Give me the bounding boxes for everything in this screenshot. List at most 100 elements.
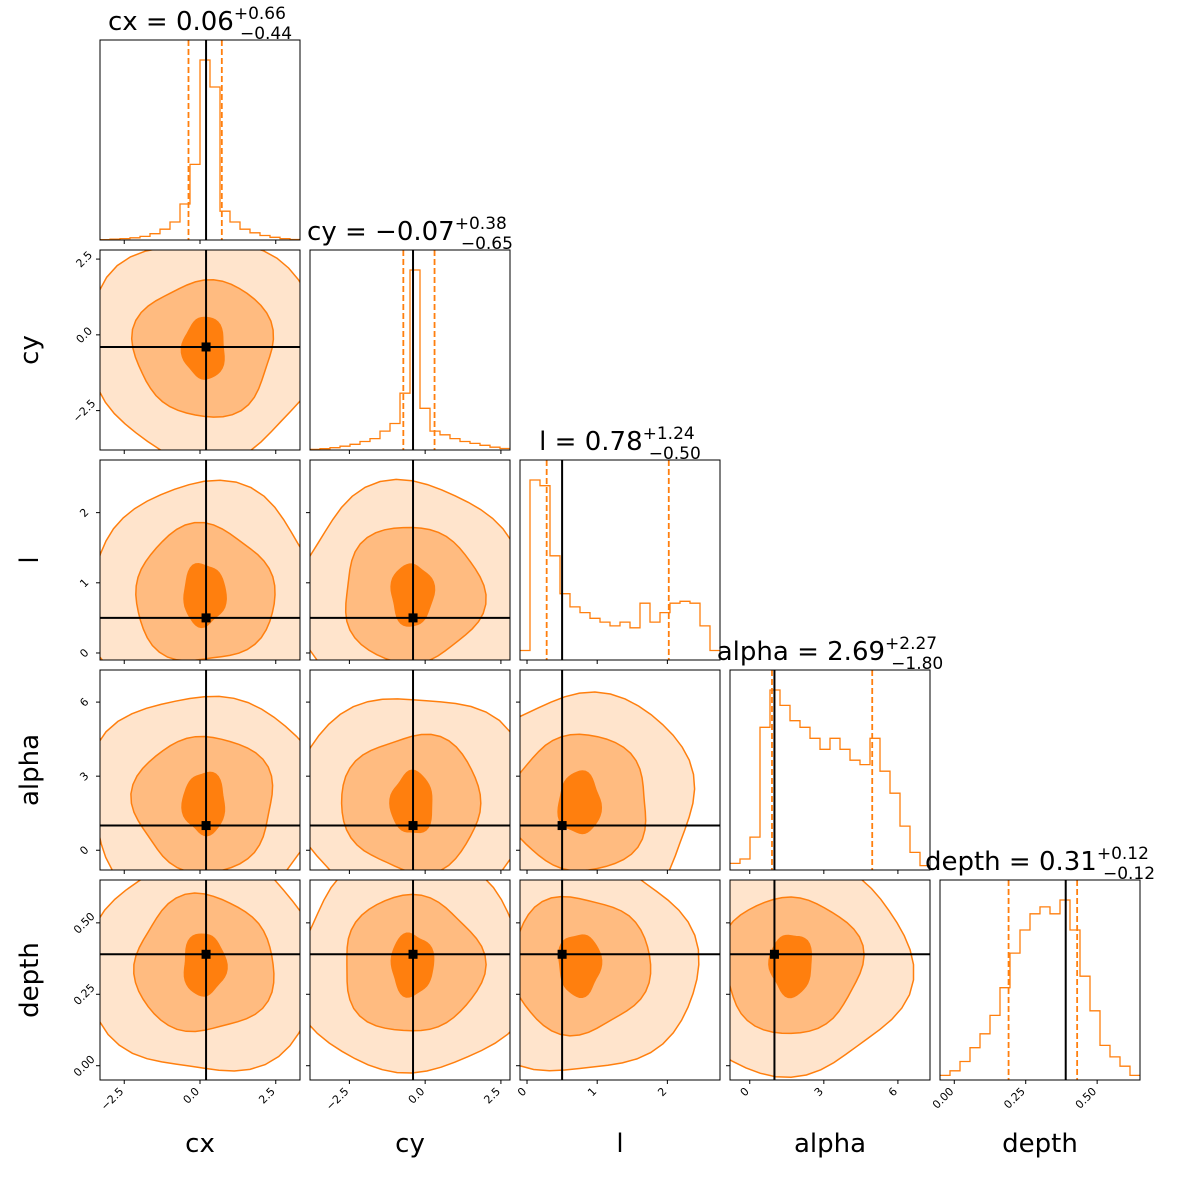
truth-marker	[557, 821, 567, 831]
truth-marker	[201, 821, 211, 831]
xlabel-l: l	[616, 1129, 623, 1159]
panel-frame	[729, 669, 931, 871]
truth-marker	[408, 949, 418, 959]
panel-l-depth: 0 1 2	[515, 879, 721, 1099]
panel-frame	[309, 459, 511, 661]
title-eq: =	[337, 217, 375, 247]
title-eq: =	[789, 637, 827, 667]
panel-content	[940, 880, 1140, 1080]
truth-marker	[201, 949, 211, 959]
truth-marker	[408, 821, 418, 831]
contour-level-3	[768, 934, 812, 999]
panel-cx-depth: −2.5 0.0 2.5 0.00 0.25 0.50	[71, 879, 301, 1113]
x-tick-label: 3	[812, 1085, 826, 1099]
panel-frame	[939, 879, 1141, 1081]
panel-cy-l	[306, 459, 511, 664]
title-minus: −0.50	[649, 444, 701, 464]
title-value: −0.07	[375, 217, 455, 247]
y-tick-label: 0	[77, 844, 91, 858]
panel-content	[310, 250, 510, 450]
x-tick-label: 1	[585, 1085, 599, 1099]
title-lhs: depth	[925, 847, 1001, 877]
title-plus: +0.38	[455, 214, 507, 234]
title-cy: cy = −0.07+0.38 −0.65	[307, 214, 513, 254]
x-tick-label: 0	[738, 1085, 752, 1099]
title-depth: depth = 0.31+0.12 −0.12	[925, 844, 1155, 884]
panel-content	[520, 880, 720, 1080]
truth-marker	[769, 949, 779, 959]
panel-cx-alpha: 0 3 6	[77, 669, 301, 874]
hist-l	[520, 479, 720, 652]
title-plus: +2.27	[885, 634, 937, 654]
hist-cy	[310, 269, 510, 450]
panel-content	[100, 250, 300, 450]
hist-depth	[940, 899, 1140, 1077]
panel-content	[730, 880, 930, 1080]
panel-frame	[519, 879, 721, 1081]
x-tick-label: 6	[886, 1085, 900, 1099]
truth-marker	[201, 342, 211, 352]
title-minus: −1.80	[891, 654, 943, 674]
panel-depth-depth: 0.00 0.25 0.50	[930, 879, 1141, 1112]
panel-content	[310, 670, 510, 870]
y-tick-label: 0.00	[71, 1053, 98, 1080]
contour-level-3	[557, 770, 603, 835]
panel-alpha-depth: 0 3 6	[726, 879, 931, 1099]
panel-content	[520, 460, 720, 660]
title-eq: =	[138, 7, 176, 37]
panel-content	[310, 880, 510, 1080]
x-tick-label: 2	[655, 1085, 669, 1099]
truth-marker	[408, 613, 418, 623]
title-eq: =	[546, 427, 584, 457]
panel-alpha-alpha	[729, 669, 931, 874]
panel-frame	[729, 879, 931, 1081]
title-cx: cx = 0.06+0.66 −0.44	[108, 4, 292, 44]
hist-cx	[100, 59, 300, 240]
panel-l-alpha	[516, 669, 721, 874]
y-tick-label: 0.0	[74, 324, 96, 346]
panel-content	[100, 670, 300, 870]
title-alpha: alpha = 2.69+2.27 −1.80	[717, 634, 944, 674]
x-tick-label: 0.0	[181, 1085, 203, 1107]
panel-cx-l: 0 1 2	[77, 459, 301, 664]
y-tick-label: 0.50	[71, 910, 98, 937]
ylabel-cy: cy	[15, 335, 45, 365]
title-value: 0.06	[176, 7, 234, 37]
y-tick-label: 1	[77, 576, 91, 590]
xlabel-cx: cx	[185, 1129, 215, 1159]
x-tick-label: 0.00	[930, 1085, 957, 1112]
panel-frame	[519, 669, 721, 871]
title-lhs: l	[539, 427, 546, 457]
panel-content	[310, 460, 510, 660]
truth-marker	[557, 949, 567, 959]
x-tick-label: −2.5	[98, 1085, 126, 1113]
y-tick-label: 6	[77, 695, 91, 709]
title-eq: =	[1001, 847, 1039, 877]
title-lhs: alpha	[717, 637, 789, 667]
y-tick-label: 0	[77, 646, 91, 660]
hist-alpha	[730, 689, 930, 867]
title-plus: +1.24	[643, 424, 695, 444]
panel-content	[520, 670, 720, 870]
panel-cy-alpha	[306, 669, 511, 874]
truth-marker	[201, 613, 211, 623]
panel-cy-cy	[309, 249, 511, 454]
y-tick-label: 3	[77, 769, 91, 783]
title-value: 0.31	[1039, 847, 1097, 877]
panel-content	[100, 880, 300, 1080]
panel-cx-cx	[99, 39, 301, 244]
x-tick-label: 0.0	[406, 1085, 428, 1107]
x-tick-label: 0.50	[1073, 1085, 1100, 1112]
title-plus: +0.12	[1097, 844, 1149, 864]
contour-level-3	[558, 934, 603, 999]
xlabel-depth: depth	[1002, 1129, 1078, 1159]
xlabel-cy: cy	[395, 1129, 425, 1159]
title-lhs: cy	[307, 217, 337, 247]
title-minus: −0.44	[240, 24, 292, 44]
x-tick-label: 2.5	[481, 1085, 503, 1107]
title-minus: −0.65	[461, 234, 513, 254]
panel-frame	[309, 879, 511, 1081]
x-tick-label: −2.5	[323, 1085, 351, 1113]
contour-level-3	[181, 771, 226, 837]
